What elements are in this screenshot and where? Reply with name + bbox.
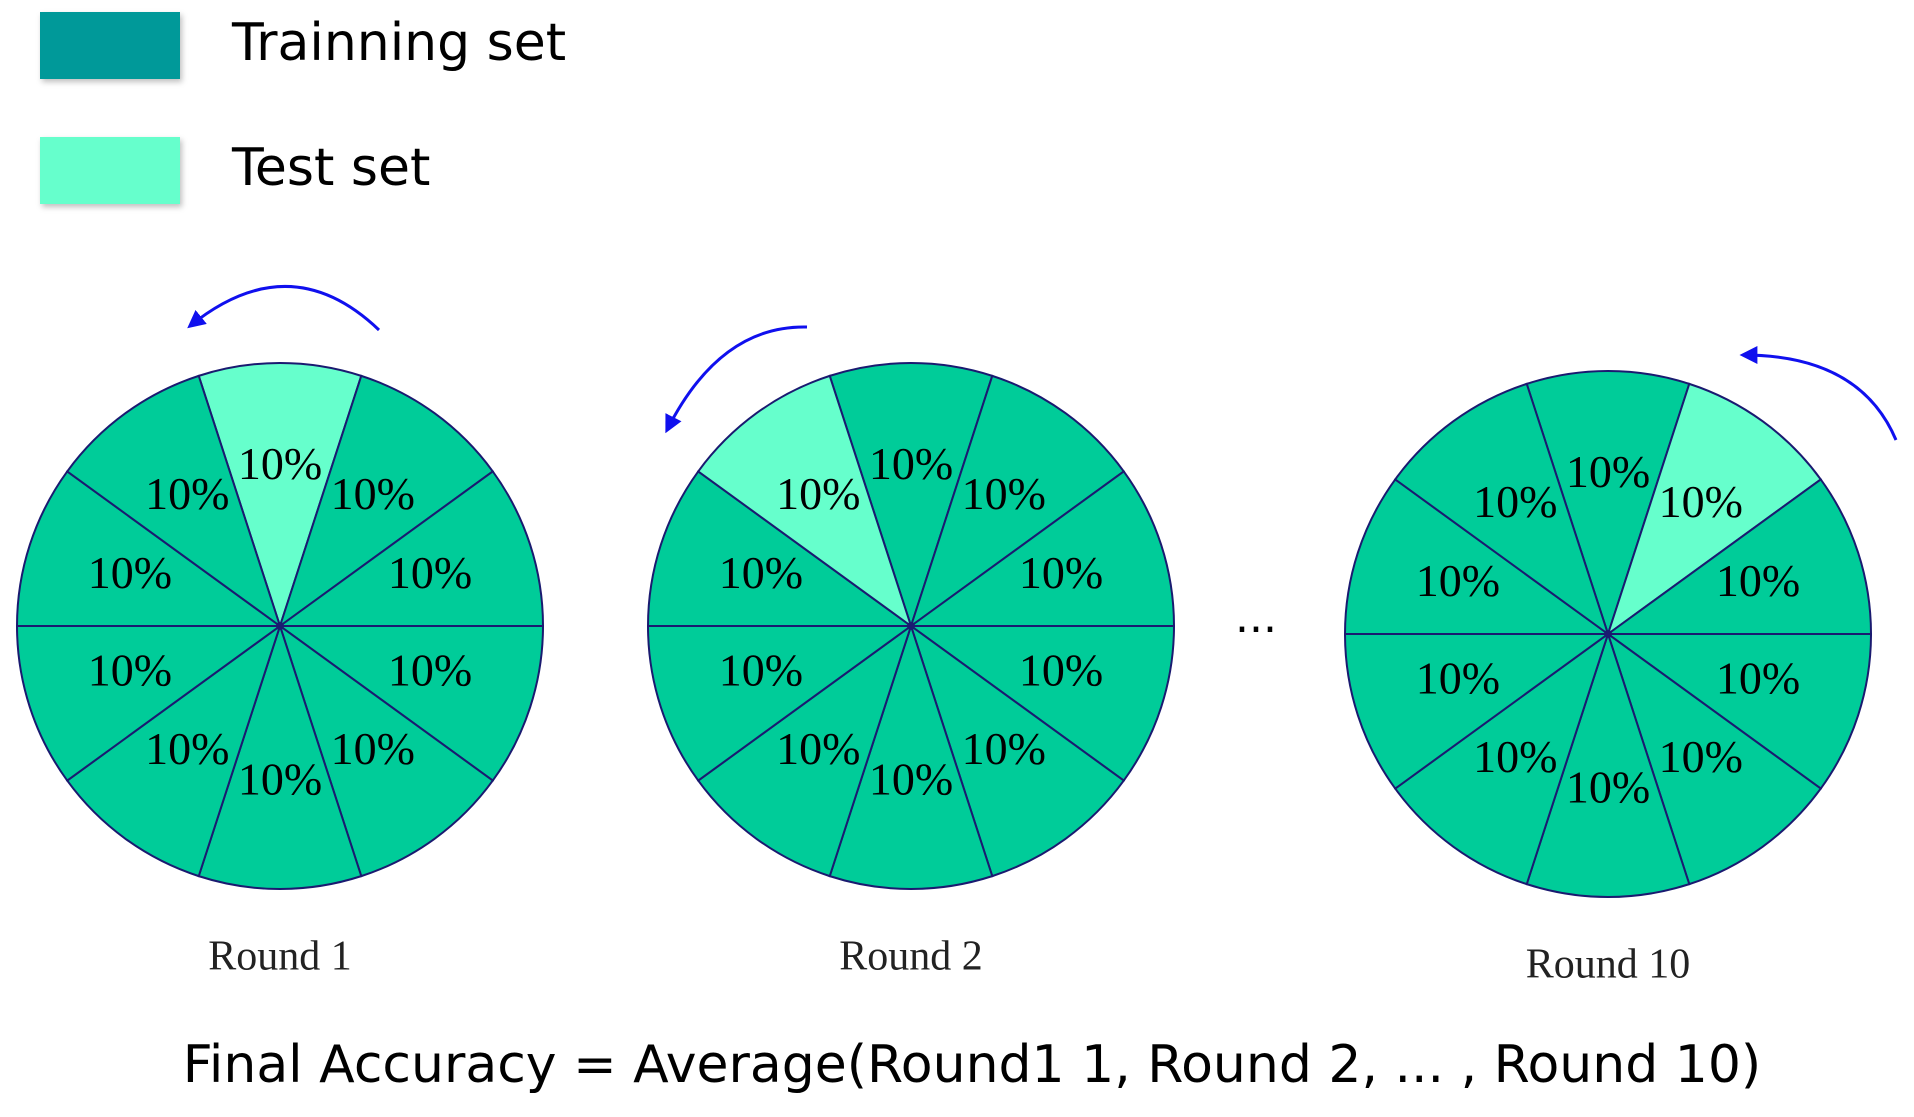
segment-label: 10% [1566,761,1650,812]
segment-label: 10% [1716,555,1800,606]
pie-center [907,622,915,630]
segment-label: 10% [88,644,172,695]
legend-swatch [40,12,180,79]
pie-center [1604,630,1612,638]
segment-label: 10% [869,438,953,489]
round-label: Round 2 [839,934,983,980]
segment-label: 10% [1566,446,1650,497]
segment-label: 10% [331,468,415,519]
segment-label: 10% [776,468,860,519]
segment-label: 10% [869,753,953,804]
segment-label: 10% [1019,547,1103,598]
pie-segment [65,374,282,629]
legend-swatch [40,137,180,204]
pie-segment [828,622,994,890]
pie-segment [1606,382,1823,637]
rotation-arrow [187,285,381,332]
segment-label: 10% [388,547,472,598]
pie-segment [1525,630,1691,898]
pie-segment [907,625,1176,782]
ellipsis: ... [1235,592,1277,643]
segment-label: 10% [1659,476,1743,527]
pie-segment [828,362,994,630]
pie-segment [1343,478,1612,635]
pie-segment [1393,631,1610,886]
segment-label: 10% [238,753,322,804]
segment-label: 10% [962,468,1046,519]
pie-segment [646,625,915,782]
segment-label: 10% [719,644,803,695]
segment-label: 10% [145,468,229,519]
segment-label: 10% [388,644,472,695]
segment-label: 10% [962,723,1046,774]
segment-label: 10% [1716,652,1800,703]
segment-label: 10% [1019,644,1103,695]
pie-segment [696,374,913,629]
segment-label: 10% [145,723,229,774]
pie-segment [15,470,284,627]
pie-segment [1343,633,1612,790]
segment-label: 10% [331,723,415,774]
segment-label: 10% [1416,652,1500,703]
pie-segment [15,625,284,782]
pie-segment [909,623,1126,878]
segment-label: 10% [1659,731,1743,782]
pie-segment [278,374,495,629]
round-label: Round 1 [208,934,352,980]
segment-label: 10% [1473,476,1557,527]
segment-label: 10% [88,547,172,598]
pie-segment [276,470,545,627]
pie-segment [1604,633,1873,790]
pie-segment [278,623,495,878]
legend-label: Test set [231,138,430,198]
rotation-arrow [665,325,808,434]
pie-segment [909,374,1126,629]
pie-segment [646,470,915,627]
segment-label: 10% [238,438,322,489]
segment-label: 10% [1473,731,1557,782]
pie-segment [1393,382,1610,637]
round-label: Round 10 [1526,942,1691,988]
segment-label: 10% [719,547,803,598]
pie-segment [197,622,363,890]
pie-segment [907,470,1176,627]
pie-segment [197,362,363,630]
pie-center [276,622,284,630]
pie-segment [696,623,913,878]
legend-label: Trainning set [231,13,566,73]
pie-segment [1606,631,1823,886]
pie-segment [1604,478,1873,635]
pie-segment [65,623,282,878]
pie-segment [276,625,545,782]
segment-label: 10% [776,723,860,774]
rotation-arrow [1739,346,1898,441]
segment-label: 10% [1416,555,1500,606]
formula: Final Accuracy = Average(Round1 1, Round… [183,1035,1761,1095]
pie-segment [1525,370,1691,638]
